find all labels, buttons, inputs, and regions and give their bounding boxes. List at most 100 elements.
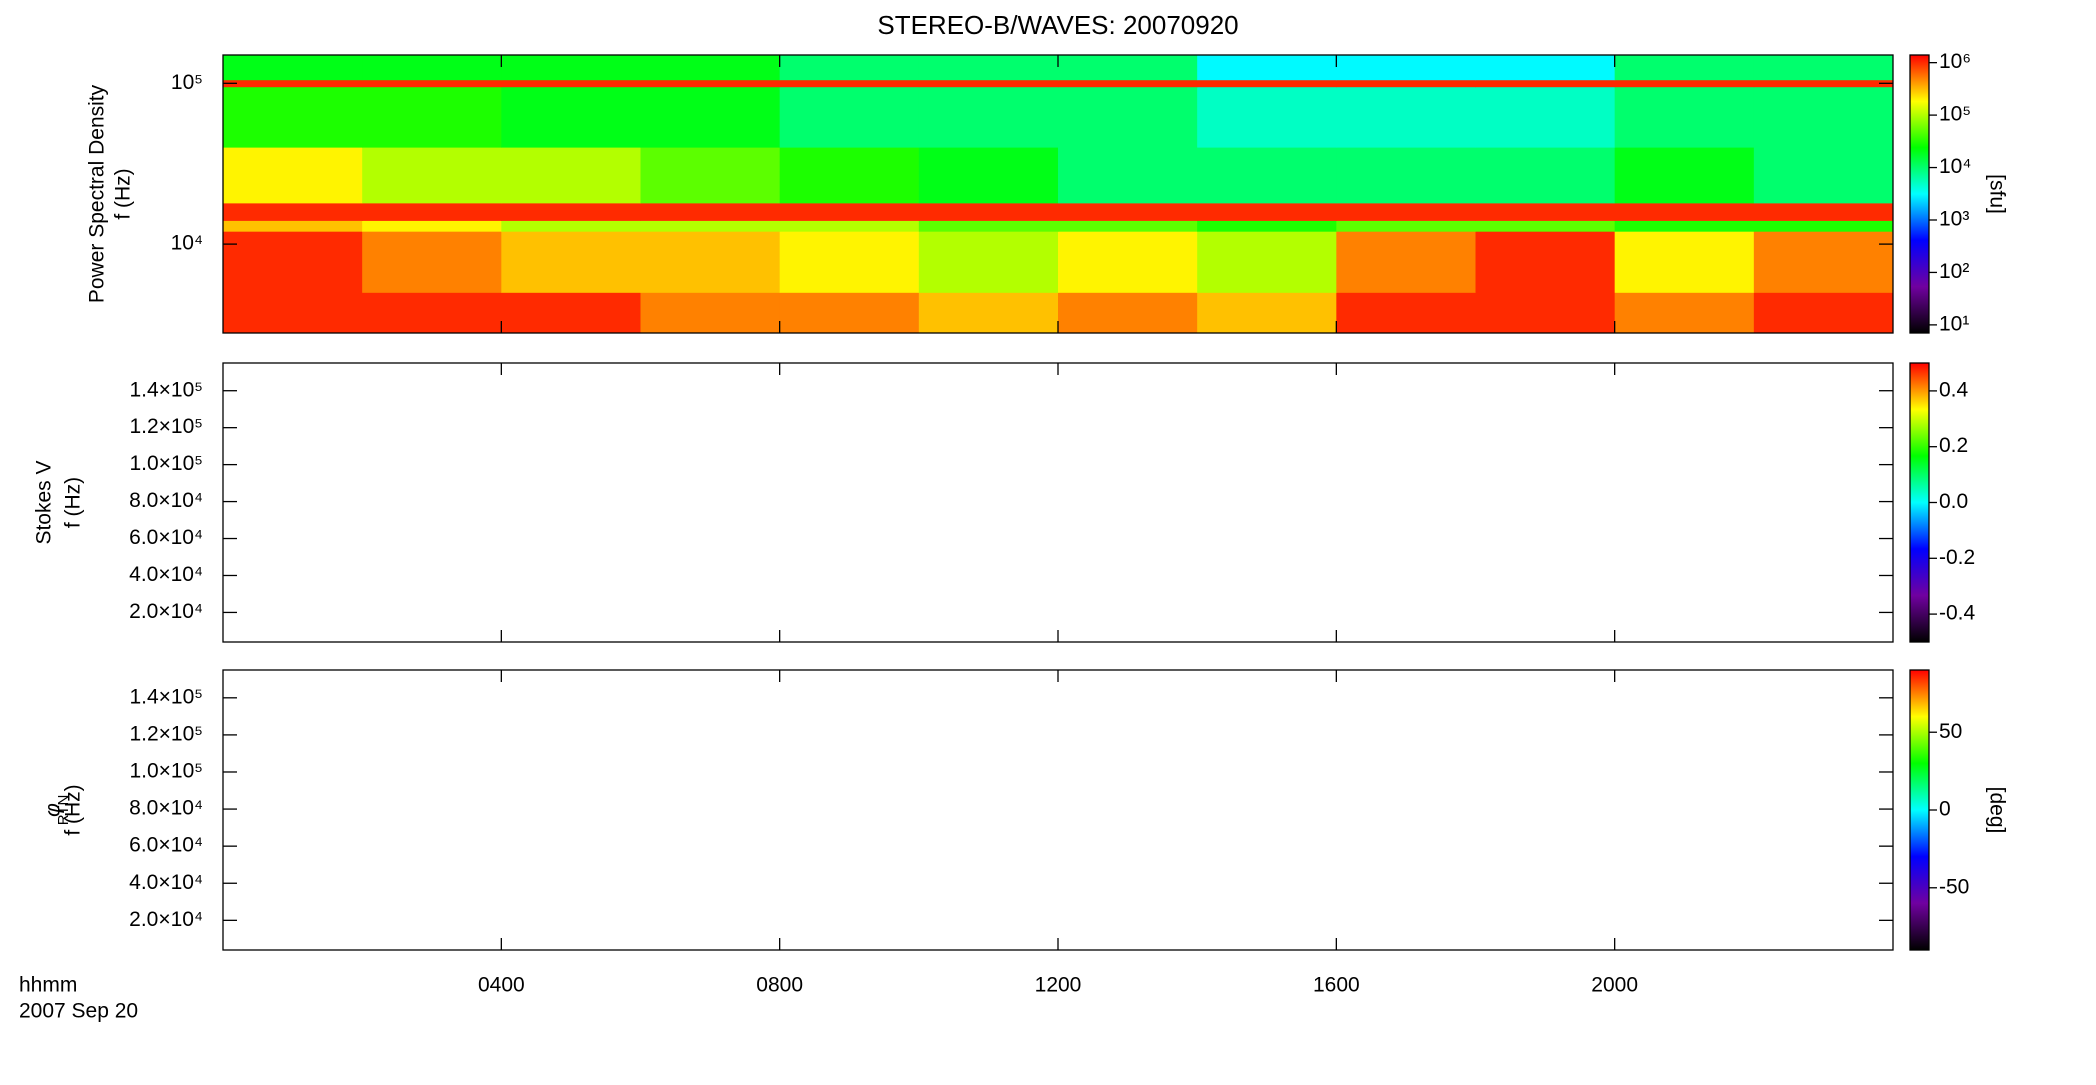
spectrogram-cell <box>501 86 641 148</box>
colorbar <box>1909 54 1930 334</box>
y-tick-label: 8.0×10⁴ <box>129 489 203 512</box>
colorbar-tick-label: 0 <box>1939 798 1951 821</box>
spectrogram-cell <box>1614 231 1755 293</box>
spectrogram-cell <box>1753 203 1894 221</box>
spectrogram-cell <box>223 231 363 293</box>
spectrogram-cell <box>1336 79 1476 88</box>
y-axis-label: φ <box>42 803 65 817</box>
spectrogram-cell <box>1197 292 1337 334</box>
spectrogram-cell <box>1753 55 1894 81</box>
spectrogram-cell <box>1475 86 1616 148</box>
spectrogram-cell <box>779 231 920 293</box>
spectrogram-cell <box>1614 86 1755 148</box>
spectrogram-cell <box>640 203 781 221</box>
spectrogram-cell <box>362 231 502 293</box>
spectrogram-cell <box>223 220 363 232</box>
spectrogram-cell <box>1475 147 1616 204</box>
spectrogram-cell <box>1753 231 1894 293</box>
y-tick-label: 6.0×10⁴ <box>129 834 203 857</box>
colorbar-tick-label: 10⁶ <box>1939 50 1971 73</box>
y-tick-label: 1.4×10⁵ <box>129 378 203 401</box>
colorbar-tick-label: 0.0 <box>1939 490 1968 513</box>
spectrogram-cell <box>918 292 1059 334</box>
y-tick-label: 4.0×10⁴ <box>129 871 203 894</box>
x-tick-label: 0800 <box>756 974 803 997</box>
spectrogram-cell <box>362 79 502 88</box>
x-tick-label: 2000 <box>1591 974 1638 997</box>
spectrogram-cell <box>1336 55 1476 81</box>
y-tick-label: 8.0×10⁴ <box>129 797 203 820</box>
date-label: 2007 Sep 20 <box>19 1000 138 1023</box>
spectrogram-cell <box>779 203 920 221</box>
spectrogram-cell <box>1058 55 1198 81</box>
spectrogram-cell <box>1336 86 1476 148</box>
spectrogram-cell <box>501 292 641 334</box>
spectrogram-cell <box>1197 55 1337 81</box>
colorbar-tick-label: 0.4 <box>1939 378 1969 401</box>
spectrogram-cell <box>362 203 502 221</box>
colorbar-tick-label: 10⁵ <box>1939 103 1971 126</box>
spectrogram-cell <box>1058 220 1198 232</box>
y-tick-label: 2.0×10⁴ <box>129 908 203 931</box>
colorbar-tick-label: 10⁴ <box>1939 155 1971 178</box>
spectrogram-cell <box>1475 79 1616 88</box>
spectrogram-cell <box>918 203 1059 221</box>
y-tick-label: 1.0×10⁵ <box>129 452 203 475</box>
colorbar-tick-label: -0.2 <box>1939 546 1975 569</box>
spectrogram-cell <box>1058 231 1198 293</box>
spectrogram-cell <box>640 292 781 334</box>
spectrogram-cell <box>1614 203 1755 221</box>
x-tick-label: 1600 <box>1313 974 1360 997</box>
spectrogram-cell <box>640 147 781 204</box>
spectrogram-cell <box>640 86 781 148</box>
spectrogram-cell <box>1614 292 1755 334</box>
spectrogram-cell <box>1753 86 1894 148</box>
colorbar-tick-label: 0.2 <box>1939 434 1968 457</box>
spectrogram-cell <box>1197 147 1337 204</box>
y-tick-label: 10⁵ <box>171 71 203 94</box>
spectrogram-cell <box>1475 292 1616 334</box>
colorbar-unit: [sfu] <box>1985 174 2008 214</box>
spectrogram-cell <box>362 147 502 204</box>
spectrogram-cell <box>223 147 363 204</box>
spectrogram-cell <box>1614 79 1755 88</box>
spectrogram-cell <box>918 86 1059 148</box>
y-tick-label: 6.0×10⁴ <box>129 526 203 549</box>
spectrogram-cell <box>1197 79 1337 88</box>
spectrogram-cell <box>1753 79 1894 88</box>
spectrogram-cell <box>501 55 641 81</box>
spectrogram-cell <box>501 203 641 221</box>
spectrogram-cell <box>640 231 781 293</box>
spectrogram-cell <box>1197 220 1337 232</box>
spectrogram-cell <box>640 79 781 88</box>
spectrogram-cell <box>501 231 641 293</box>
spectrogram-cell <box>1197 86 1337 148</box>
chart-title: STEREO-B/WAVES: 20070920 <box>877 10 1238 40</box>
spectrogram-cell <box>223 86 363 148</box>
y-axis-label: f (Hz) <box>62 784 85 835</box>
y-tick-label: 1.2×10⁵ <box>129 722 203 745</box>
colorbar-tick-label: -50 <box>1939 875 1969 898</box>
spectrogram-cell <box>1336 203 1476 221</box>
spectrogram-cell <box>640 55 781 81</box>
colorbar-tick-label: -0.4 <box>1939 602 1976 625</box>
spectrogram-cell <box>779 292 920 334</box>
spectrogram-cell <box>1336 231 1476 293</box>
colorbar <box>1909 362 1930 643</box>
spectrogram-cell <box>918 231 1059 293</box>
spectrogram-cell <box>501 220 641 232</box>
spectrogram-cell <box>779 55 920 81</box>
y-axis-label: Power Spectral Density <box>86 84 109 303</box>
colorbar <box>1909 669 1930 951</box>
spectrogram-cell <box>1058 79 1198 88</box>
colorbar-tick-label: 50 <box>1939 720 1962 743</box>
colorbar-tick-label: 10² <box>1939 260 1969 283</box>
y-axis-label: f (Hz) <box>62 477 85 528</box>
spectrogram-cell <box>1475 220 1616 232</box>
spectrogram-cell <box>1336 292 1476 334</box>
colorbar-tick-label: 10³ <box>1939 208 1969 231</box>
spectrogram-cell <box>1197 203 1337 221</box>
spectrogram-cell <box>918 220 1059 232</box>
y-tick-label: 1.2×10⁵ <box>129 415 203 438</box>
